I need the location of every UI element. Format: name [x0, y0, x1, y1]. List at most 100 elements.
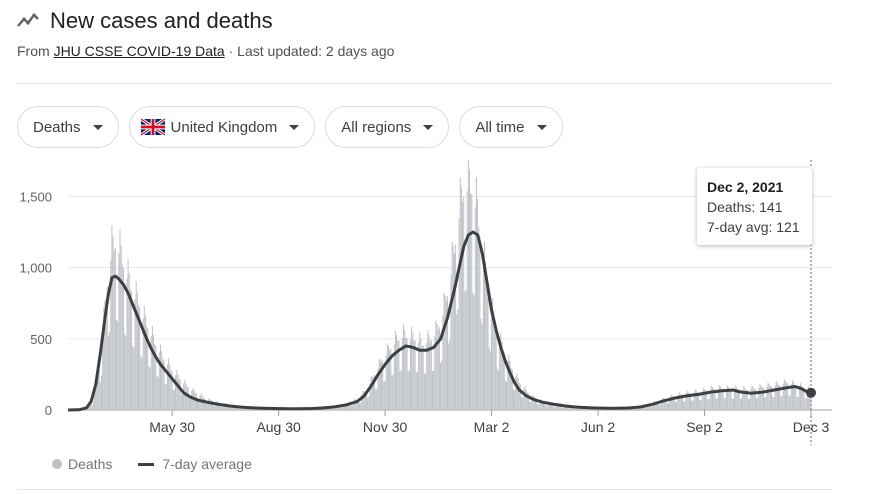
deaths-bar	[198, 401, 200, 410]
legend-line-swatch	[138, 462, 155, 466]
deaths-bar	[124, 333, 126, 410]
deaths-bar	[222, 406, 224, 410]
deaths-bar	[382, 360, 384, 410]
deaths-bar	[525, 389, 527, 410]
deaths-bar	[191, 390, 193, 410]
deaths-bar	[475, 176, 477, 410]
deaths-bar	[723, 398, 725, 410]
time-range-dropdown[interactable]: All time	[459, 106, 563, 148]
deaths-bar	[438, 326, 440, 410]
deaths-bar	[473, 295, 475, 410]
deaths-bar	[107, 335, 109, 410]
deaths-bar	[550, 402, 552, 410]
deaths-bar	[104, 300, 106, 410]
deaths-bar	[360, 402, 362, 410]
deaths-bar	[671, 395, 673, 410]
deaths-bar	[774, 385, 776, 410]
deaths-bar	[644, 405, 646, 410]
deaths-bar	[193, 390, 195, 410]
deaths-bar	[750, 389, 752, 410]
deaths-bar	[531, 396, 533, 410]
deaths-bar	[99, 382, 101, 410]
deaths-bar	[735, 385, 737, 410]
deaths-bar	[394, 331, 396, 410]
deaths-bar	[449, 339, 451, 410]
deaths-bar	[206, 404, 208, 410]
deaths-bar	[349, 402, 351, 410]
deaths-bar	[707, 398, 709, 410]
seven-day-average-line	[67, 230, 812, 412]
deaths-bar	[464, 291, 466, 410]
deaths-bar	[780, 396, 782, 410]
deaths-bar	[675, 402, 676, 410]
deaths-bar	[436, 323, 438, 410]
metric-dropdown[interactable]: Deaths	[17, 106, 119, 148]
deaths-bar	[688, 393, 690, 410]
deaths-bar	[326, 408, 328, 410]
deaths-bar	[126, 278, 128, 410]
deaths-bar	[245, 408, 247, 410]
deaths-bar	[545, 405, 547, 410]
deaths-bar	[534, 398, 536, 410]
deaths-bar	[413, 340, 415, 410]
deaths-bar	[515, 376, 517, 410]
deaths-bar	[528, 393, 530, 410]
x-tick-label: May 30	[149, 419, 195, 435]
chart-legend: Deaths 7-day average	[52, 456, 252, 472]
deaths-bar	[503, 353, 505, 410]
deaths-bar	[405, 337, 407, 410]
deaths-bar	[450, 274, 452, 410]
deaths-bar	[366, 390, 367, 410]
deaths-bar	[650, 406, 652, 410]
deaths-bar	[425, 373, 427, 410]
deaths-chart[interactable]: 0 500 1,000 1,500 May 30 Aug 30 Nov 30 Mar 2 Jun…	[0, 160, 870, 450]
deaths-bar	[666, 403, 668, 410]
deaths-bar	[721, 388, 723, 410]
deaths-bar	[109, 331, 111, 410]
deaths-bar	[448, 343, 450, 410]
deaths-bar	[453, 253, 455, 410]
deaths-bar	[94, 389, 96, 410]
source-link[interactable]: JHU CSSE COVID-19 Data	[53, 43, 225, 59]
deaths-bar	[161, 351, 163, 410]
deaths-bar	[199, 395, 201, 410]
deaths-bar	[546, 405, 548, 410]
deaths-bar	[452, 245, 454, 410]
deaths-bar	[433, 370, 435, 410]
deaths-bar	[740, 398, 742, 410]
x-tick-label: Jun 2	[581, 419, 615, 435]
page-title: New cases and deaths	[50, 8, 273, 33]
country-dropdown[interactable]: United Kingdom	[128, 106, 316, 148]
deaths-bar	[654, 401, 656, 410]
region-dropdown[interactable]: All regions	[325, 106, 450, 148]
deaths-bar	[747, 398, 749, 410]
deaths-bar	[706, 390, 708, 410]
deaths-bar	[345, 404, 347, 410]
deaths-bar	[156, 375, 158, 410]
deaths-bar	[416, 372, 418, 410]
deaths-bar	[499, 341, 501, 410]
deaths-bar	[778, 385, 779, 410]
deaths-bar	[393, 344, 395, 410]
deaths-bar	[164, 383, 166, 410]
deaths-bar	[401, 338, 403, 410]
deaths-bar	[558, 404, 560, 410]
deaths-bar	[334, 407, 336, 410]
deaths-bar	[680, 394, 682, 410]
source-line: From JHU CSSE COVID-19 Data · Last updat…	[17, 43, 394, 59]
deaths-bar	[653, 403, 655, 410]
deaths-bar	[116, 319, 118, 410]
deaths-bar	[691, 400, 693, 410]
deaths-bar	[491, 310, 492, 410]
deaths-bar	[400, 370, 402, 410]
source-prefix: From	[17, 43, 54, 59]
deaths-bar	[657, 401, 659, 410]
deaths-bar	[95, 379, 97, 410]
deaths-bar	[364, 391, 366, 410]
deaths-bar	[714, 389, 716, 410]
deaths-bar	[718, 384, 720, 410]
deaths-bar	[687, 391, 689, 410]
time-label: All time	[475, 118, 525, 136]
deaths-bar	[794, 385, 796, 410]
deaths-bar	[90, 402, 92, 410]
